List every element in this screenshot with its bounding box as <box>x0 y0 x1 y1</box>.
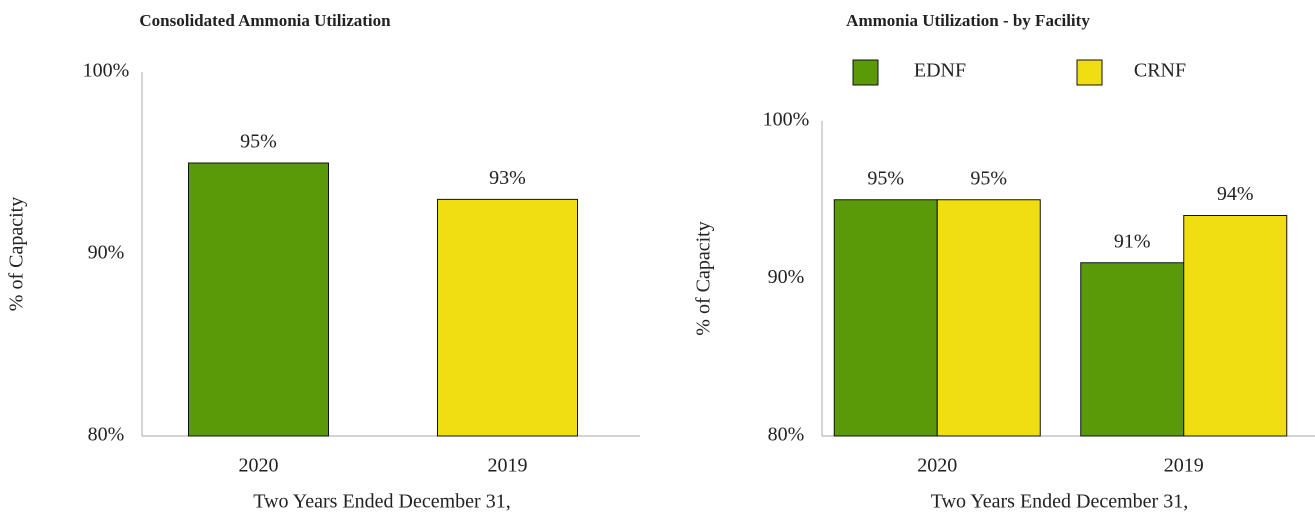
y-tick-label: 100% <box>83 60 130 82</box>
chart-title: Ammonia Utilization - by Facility <box>846 11 1090 30</box>
bar <box>1183 215 1288 437</box>
legend-swatch <box>1076 59 1103 86</box>
bar <box>437 198 578 437</box>
legend-swatch <box>852 59 879 86</box>
x-axis-label: Two Years Ended December 31, <box>931 491 1188 513</box>
y-axis-label: % of Capacity <box>693 221 715 335</box>
y-tick-label: 80% <box>88 424 125 446</box>
x-tick-label: 2020 <box>239 455 279 477</box>
data-label: 95% <box>970 167 1007 189</box>
y-axis-label: % of Capacity <box>6 197 28 311</box>
data-label: 94% <box>1217 183 1254 205</box>
x-axis-label: Two Years Ended December 31, <box>253 491 510 513</box>
bar <box>833 199 938 437</box>
y-tick-label: 80% <box>768 424 805 446</box>
y-tick-label: 90% <box>768 266 805 288</box>
data-label: 93% <box>489 167 526 189</box>
bar <box>188 162 329 437</box>
chart-title: Consolidated Ammonia Utilization <box>139 11 391 30</box>
legend-label: CRNF <box>1134 60 1186 82</box>
bar <box>936 199 1041 437</box>
data-label: 95% <box>867 167 904 189</box>
x-tick-label: 2019 <box>1164 455 1204 477</box>
y-tick-label: 90% <box>88 242 125 264</box>
legend-label: EDNF <box>914 60 966 82</box>
data-label: 91% <box>1114 230 1151 252</box>
data-label: 95% <box>240 131 277 153</box>
bar <box>1080 262 1185 437</box>
y-tick-label: 100% <box>763 109 810 131</box>
x-tick-label: 2019 <box>488 455 528 477</box>
x-tick-label: 2020 <box>917 455 957 477</box>
